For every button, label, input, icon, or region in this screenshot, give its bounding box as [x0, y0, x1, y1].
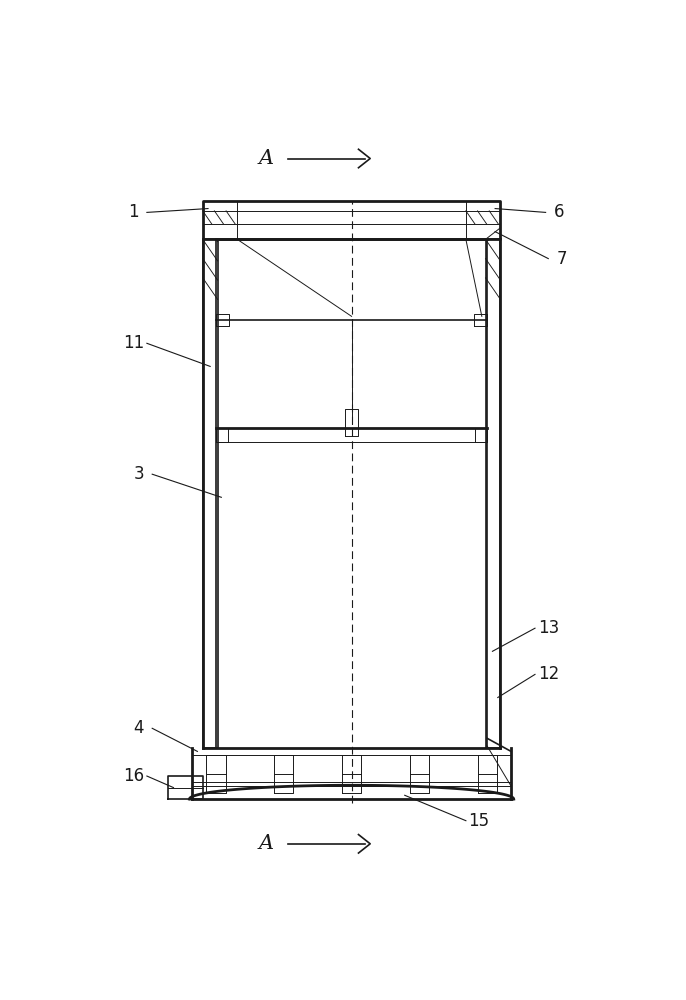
Text: 12: 12 [538, 665, 559, 683]
Text: 13: 13 [538, 619, 559, 637]
Text: 7: 7 [556, 250, 567, 268]
Text: A: A [259, 834, 274, 853]
Text: 3: 3 [134, 465, 144, 483]
Text: 1: 1 [128, 203, 139, 221]
Text: 4: 4 [134, 719, 144, 737]
Text: 6: 6 [554, 203, 564, 221]
Text: 16: 16 [123, 767, 144, 785]
Text: 11: 11 [123, 334, 144, 352]
Text: A: A [259, 149, 274, 168]
Text: 15: 15 [469, 812, 490, 830]
